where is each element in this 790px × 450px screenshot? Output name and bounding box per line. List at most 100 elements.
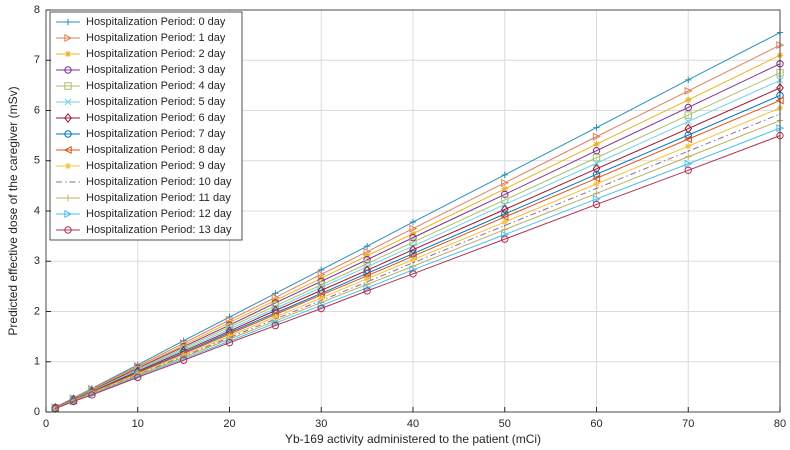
marker: [64, 113, 72, 123]
legend-label: Hospitalization Period: 3 day: [86, 64, 226, 76]
y-tick-label: 8: [34, 4, 40, 16]
x-tick-label: 80: [774, 418, 786, 430]
marker: [51, 404, 59, 413]
x-tick-label: 40: [407, 418, 419, 430]
legend-label: Hospitalization Period: 8 day: [86, 144, 226, 156]
x-tick-label: 0: [43, 418, 49, 430]
legend-label: Hospitalization Period: 2 day: [86, 48, 226, 60]
series-line: [54, 120, 781, 409]
marker: [63, 145, 72, 155]
marker: [592, 170, 601, 178]
marker: [272, 297, 279, 304]
marker: [225, 339, 234, 347]
marker: [684, 103, 692, 112]
marker: [409, 218, 417, 226]
marker: [593, 190, 600, 197]
marker: [503, 224, 506, 227]
y-tick-label: 0: [34, 406, 40, 418]
y-axis-label: Predicted effective dose of the caregive…: [6, 86, 20, 335]
marker: [685, 96, 692, 104]
marker: [179, 356, 188, 364]
marker: [501, 235, 509, 243]
marker: [684, 86, 693, 95]
marker: [501, 200, 509, 209]
series-line: [54, 127, 781, 409]
marker: [409, 256, 417, 263]
x-axis-label: Yb-169 activity administered to the pati…: [285, 432, 541, 446]
series-line: [54, 99, 781, 409]
y-tick-label: 3: [34, 255, 40, 267]
series-line: [54, 44, 781, 408]
x-tick-label: 70: [682, 418, 694, 430]
marker: [64, 98, 72, 106]
x-tick-label: 30: [315, 418, 327, 430]
series-line: [54, 135, 781, 409]
marker: [685, 153, 692, 160]
marker: [64, 162, 72, 170]
marker: [409, 234, 417, 242]
marker: [64, 82, 72, 90]
marker: [592, 132, 601, 141]
marker: [592, 174, 601, 183]
marker: [64, 50, 72, 58]
series-line: [54, 79, 781, 409]
marker: [684, 123, 693, 134]
legend-label: Hospitalization Period: 11 day: [86, 192, 231, 204]
series-line: [54, 32, 781, 408]
marker: [64, 226, 72, 234]
legend-label: Hospitalization Period: 7 day: [86, 128, 226, 140]
marker: [363, 260, 371, 268]
marker: [592, 163, 601, 174]
marker: [592, 154, 601, 162]
marker: [592, 159, 601, 167]
marker: [225, 323, 234, 331]
marker: [318, 266, 325, 273]
marker: [776, 91, 784, 100]
marker: [272, 313, 279, 321]
legend-label: Hospitalization Period: 12 day: [86, 208, 232, 220]
marker: [271, 321, 280, 330]
marker: [595, 187, 598, 190]
marker: [684, 131, 692, 139]
marker: [317, 281, 325, 289]
marker: [318, 294, 325, 302]
x-tick-label: 10: [132, 418, 144, 430]
marker: [363, 256, 371, 264]
marker: [363, 252, 371, 259]
series-line: [54, 87, 781, 409]
marker: [64, 66, 72, 74]
marker: [64, 130, 72, 138]
marker: [69, 397, 78, 406]
x-tick-label: 50: [499, 418, 511, 430]
marker: [226, 319, 233, 326]
marker: [593, 180, 600, 188]
marker: [776, 60, 784, 68]
series-line: [54, 107, 781, 409]
legend-label: Hospitalization Period: 1 day: [86, 32, 226, 44]
marker: [501, 226, 508, 233]
marker: [776, 132, 784, 140]
legend-label: Hospitalization Period: 13 day: [86, 224, 232, 236]
marker: [271, 319, 280, 328]
marker: [409, 230, 417, 237]
marker: [685, 142, 692, 150]
y-tick-label: 2: [34, 305, 40, 317]
marker: [88, 391, 96, 399]
series-line: [54, 113, 781, 409]
marker: [64, 209, 73, 219]
y-tick-label: 4: [34, 205, 40, 217]
legend-label: Hospitalization Period: 10 day: [86, 176, 232, 188]
marker: [684, 111, 692, 119]
marker: [363, 242, 371, 250]
marker: [134, 373, 142, 381]
marker: [592, 147, 601, 155]
marker: [500, 213, 509, 222]
marker: [593, 140, 600, 148]
marker: [501, 178, 510, 187]
series-line: [54, 63, 781, 408]
marker: [592, 194, 601, 203]
marker: [687, 150, 690, 153]
marker: [501, 185, 508, 193]
marker: [363, 275, 371, 283]
